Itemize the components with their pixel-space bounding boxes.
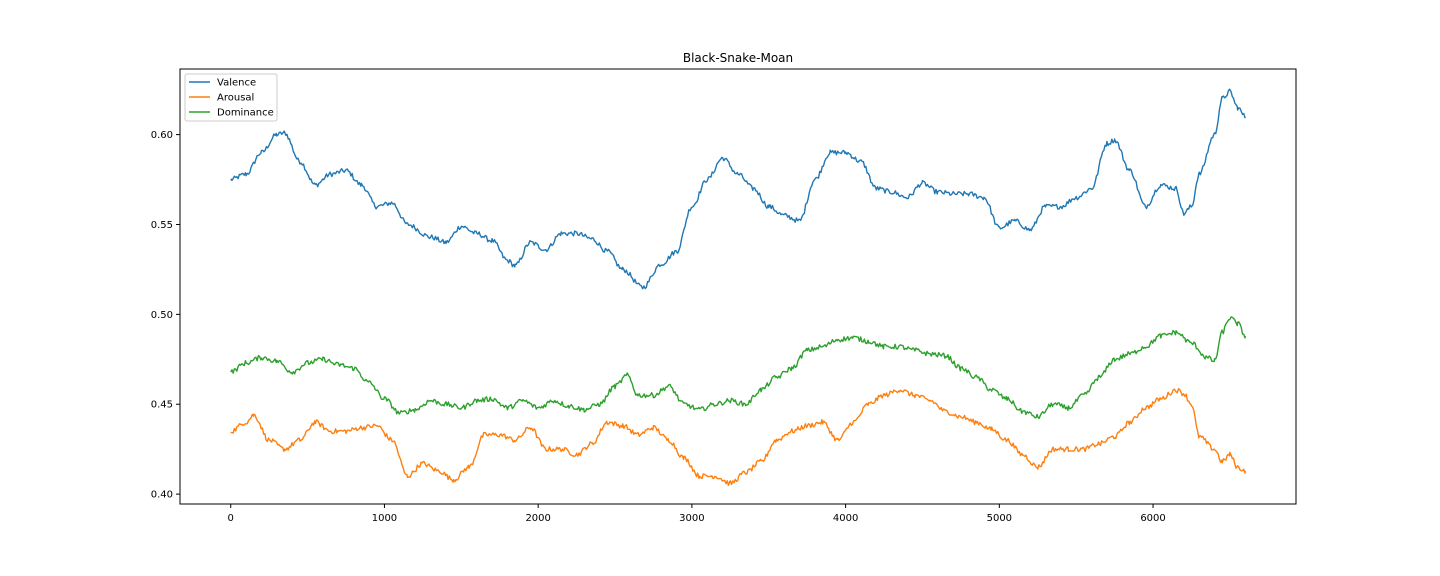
series-layer [230,88,1246,487]
y-tick-label: 0.55 [151,220,173,231]
chart-title: Black-Snake-Moan [683,51,793,65]
x-tick-label: 1000 [372,513,397,524]
legend: Valence Arousal Dominance [184,73,278,122]
series-line-dominance [230,316,1246,420]
y-tick-label: 0.60 [151,130,173,141]
x-axis: 0 1000 2000 3000 4000 5000 6000 [228,504,1166,524]
x-tick-label: 3000 [679,513,704,524]
x-tick-label: 2000 [525,513,550,524]
legend-label-arousal: Arousal [217,93,254,104]
y-axis: 0.40 0.45 0.50 0.55 0.60 [151,130,180,501]
x-tick-label: 6000 [1140,513,1165,524]
y-tick-label: 0.50 [151,310,173,321]
y-tick-label: 0.45 [151,400,173,411]
legend-label-valence: Valence [217,78,256,89]
legend-label-dominance: Dominance [217,108,274,119]
x-tick-label: 4000 [833,513,858,524]
plot-area-frame [179,68,1297,505]
series-line-valence [230,88,1246,290]
x-tick-label: 5000 [987,513,1012,524]
series-line-arousal [230,387,1246,487]
y-tick-label: 0.40 [151,490,173,501]
x-tick-label: 0 [228,513,234,524]
legend-box [184,73,278,122]
